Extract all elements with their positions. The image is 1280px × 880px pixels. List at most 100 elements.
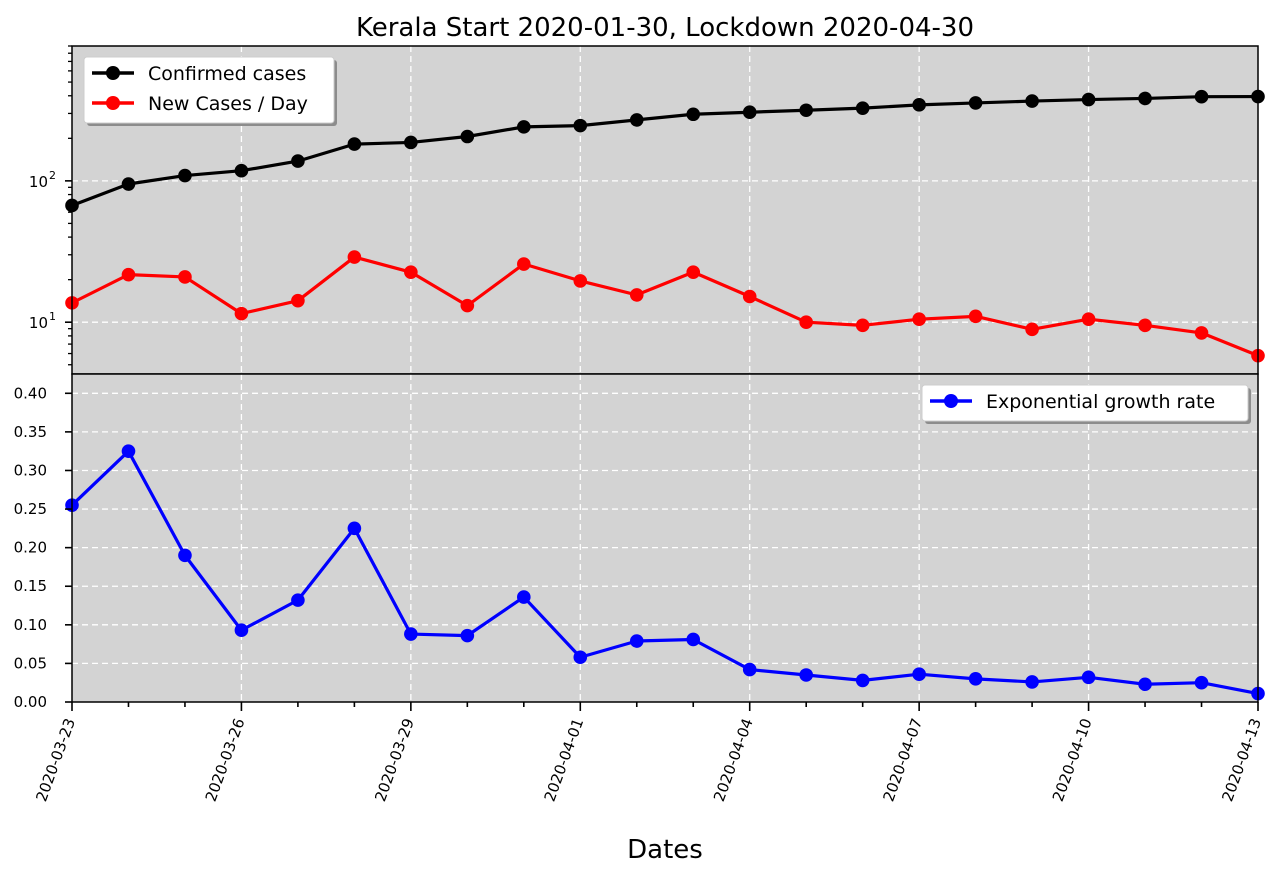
growth-rate-point [121, 444, 136, 458]
confirmed-cases-point [347, 137, 362, 151]
growth-rate-point [1081, 670, 1096, 685]
new-cases-per-day-point [629, 288, 644, 302]
confirmed-cases-point [686, 107, 701, 122]
growth-rate-series [65, 444, 1265, 701]
growth-rate-point [742, 662, 757, 677]
bottom-ytick-label: 0.10 [14, 616, 47, 634]
confirmed-cases-point [517, 120, 531, 134]
growth-rate-point [686, 632, 701, 647]
x-tick-label: 2020-03-26 [202, 716, 249, 804]
top-legend-label: New Cases / Day [148, 93, 308, 115]
top-legend-marker [106, 96, 120, 110]
new-cases-per-day-point [799, 315, 813, 329]
bottom-ytick-label: 0.15 [14, 577, 47, 595]
growth-rate-point [573, 650, 588, 665]
growth-rate-line [70, 449, 1259, 696]
growth-rate-point [234, 623, 249, 638]
new-cases-per-day-point [573, 274, 588, 288]
growth-rate-point [291, 593, 305, 607]
new-cases-per-day-point [1194, 326, 1209, 340]
confirmed-cases-point [968, 96, 983, 110]
new-cases-per-day-point [855, 318, 870, 333]
confirmed-cases-point [573, 118, 588, 133]
confirmed-cases-point [799, 103, 813, 118]
confirmed-cases-point [404, 135, 418, 150]
bottom-series-layer [65, 444, 1265, 701]
top-series-layer [65, 89, 1265, 363]
new-cases-per-day-point [347, 250, 362, 264]
confirmed-cases-line [71, 94, 1259, 207]
growth-rate-point [460, 628, 475, 643]
new-cases-per-day-point [121, 267, 136, 282]
growth-rate-point [1138, 677, 1152, 692]
x-tick-label: 2020-04-04 [710, 716, 757, 804]
new-cases-per-day-point [1025, 322, 1039, 337]
x-axis: 2020-03-23 2020-03-26 2020-03-29 2020-04-01… [32, 702, 1265, 804]
growth-rate-point [799, 668, 813, 682]
growth-rate-point [347, 521, 362, 536]
confirmed-cases-point [234, 163, 249, 178]
new-cases-per-day-line [71, 255, 1259, 358]
new-cases-per-day-point [404, 265, 418, 279]
confirmed-cases-point [1194, 89, 1209, 104]
new-cases-per-day-point [460, 298, 475, 313]
top-ytick-exponent: 2 [49, 169, 56, 182]
bottom-legend: Exponential growth rate [921, 384, 1251, 424]
growth-rate-point [855, 673, 870, 688]
bottom-y-axis: 0.00 0.05 0.10 0.15 0.20 0.25 0.30 0.35 0.40 [14, 384, 72, 711]
bottom-legend-marker [944, 394, 958, 408]
confirmed-cases-point [1081, 92, 1096, 107]
new-cases-per-day-point [968, 309, 983, 324]
top-legend: Confirmed cases New Cases / Day [83, 56, 337, 126]
new-cases-per-day-point [912, 312, 926, 327]
confirmed-cases-point [912, 98, 926, 112]
new-cases-per-day-point [291, 293, 305, 308]
bottom-panel-background [72, 374, 1258, 702]
confirmed-cases-point [1025, 94, 1039, 108]
x-tick-label: 2020-04-07 [879, 716, 926, 804]
new-cases-per-day-point [234, 306, 249, 321]
confirmed-cases-point [855, 101, 870, 115]
growth-rate-point [968, 672, 983, 686]
new-cases-per-day-point [1081, 312, 1096, 327]
new-cases-per-day-point [742, 289, 757, 304]
x-tick-label: 2020-04-01 [541, 716, 588, 804]
confirmed-cases-point [742, 105, 757, 120]
growth-rate-point [517, 590, 531, 604]
growth-rate-point [404, 627, 418, 641]
bottom-ytick-label: 0.40 [14, 384, 47, 402]
x-axis-label: Dates [627, 835, 703, 865]
bottom-gridlines [72, 374, 1258, 702]
bottom-ytick-label: 0.00 [14, 693, 47, 711]
new-cases-per-day-point [1138, 318, 1152, 333]
growth-rate-point [178, 548, 192, 563]
top-ytick-label: 10 [29, 314, 48, 332]
bottom-legend-box [921, 384, 1249, 422]
top-legend-label: Confirmed cases [148, 63, 306, 85]
bottom-legend-label: Exponential growth rate [986, 391, 1215, 413]
x-tick-label: 2020-03-29 [371, 716, 418, 804]
top-legend-marker [106, 66, 120, 80]
bottom-ytick-label: 0.25 [14, 500, 47, 518]
top-ytick-exponent: 1 [49, 310, 56, 323]
top-legend-box [83, 56, 335, 124]
bottom-ytick-label: 0.30 [14, 461, 47, 479]
growth-rate-point [1194, 675, 1209, 690]
confirmed-cases-point [178, 168, 192, 183]
growth-rate-point [629, 634, 644, 648]
new-cases-per-day-point [686, 265, 701, 279]
growth-rate-point [912, 667, 926, 682]
bottom-ytick-label: 0.35 [14, 423, 47, 441]
x-tick-label: 2020-03-23 [32, 716, 79, 804]
bottom-panel-frame [71, 373, 1259, 703]
confirmed-cases-point [1138, 91, 1152, 106]
bottom-ytick-label: 0.20 [14, 539, 47, 557]
bottom-ytick-label: 0.05 [14, 654, 47, 672]
confirmed-cases-point [460, 129, 475, 144]
confirmed-cases-point [121, 177, 136, 191]
x-tick-label: 2020-04-13 [1218, 716, 1265, 804]
confirmed-cases-point [291, 154, 305, 168]
confirmed-cases-point [629, 113, 644, 127]
chart-title: Kerala Start 2020-01-30, Lockdown 2020-0… [356, 13, 974, 43]
